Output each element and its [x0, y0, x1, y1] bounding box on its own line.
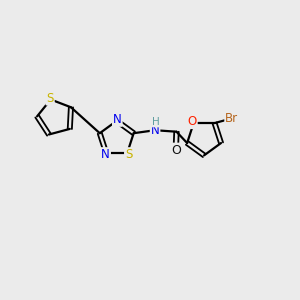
Text: Br: Br: [225, 112, 239, 124]
Text: N: N: [101, 148, 110, 161]
Text: S: S: [46, 92, 54, 104]
Text: N: N: [151, 124, 159, 137]
Text: S: S: [125, 148, 132, 161]
Text: H: H: [152, 117, 160, 127]
Text: O: O: [188, 115, 197, 128]
Text: O: O: [171, 144, 181, 157]
Text: N: N: [113, 113, 122, 126]
